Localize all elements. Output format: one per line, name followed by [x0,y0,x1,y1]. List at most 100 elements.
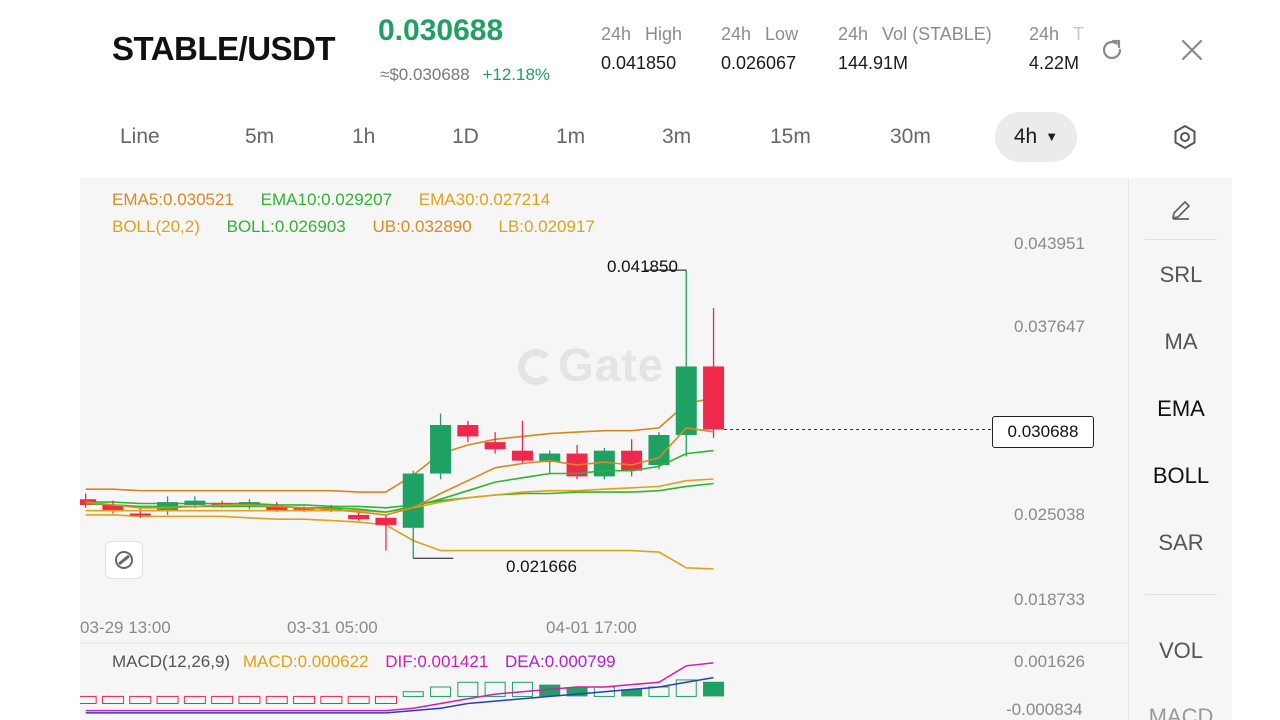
caret-down-icon: ▼ [1045,129,1059,144]
stat-label: T [1073,24,1084,44]
macd-bar [430,686,452,697]
tab-1h[interactable]: 1h [352,125,376,148]
sidebar-item-sar[interactable]: SAR [1158,530,1204,555]
macd-legend: MACD(12,26,9) MACD:0.000622 DIF:0.001421… [112,652,638,672]
stat-24h-low: 24h Low 0.026067 [721,24,798,74]
boll-lower-line [85,514,714,570]
macd-bar [183,695,206,705]
dea-line [85,676,714,714]
macd-bar [703,681,725,697]
legend-ema10: EMA10:0.029207 [260,190,393,209]
candle-body [402,473,424,528]
macd-axis-label: -0.000834 [1006,700,1083,719]
macd-bar [402,691,424,697]
candlestick-chart[interactable] [80,178,1128,720]
macd-bar [238,695,261,705]
legend-boll-mid: BOLL:0.026903 [226,217,346,236]
macd-bar [374,695,397,705]
candle-body [184,500,206,505]
ticker-header: STABLE/USDT 0.030688 ≈$0.030688 +12.18% … [0,0,1280,100]
macd-bar [457,681,479,697]
tab-line[interactable]: Line [120,125,160,148]
pair-name[interactable]: STABLE/USDT [112,30,336,67]
candle-body [293,507,315,510]
price-axis-label: 0.025038 [1014,505,1085,524]
stat-label-prefix: 24h [721,24,752,44]
macd-bar [539,684,561,697]
dif-line [85,662,714,712]
candle-body [648,434,670,465]
watermark-logo: Gate [518,338,664,392]
macd-bar [511,681,533,697]
tab-4h-dropdown[interactable]: 4h ▼ [995,112,1077,162]
legend-macd-title: MACD(12,26,9) [112,652,231,671]
tab-1d[interactable]: 1D [452,125,479,148]
sidebar-divider [1145,594,1217,595]
watermark-text: Gate [558,339,665,391]
macd-bar [566,687,588,697]
time-axis-label: 04-01 17:00 [546,618,637,637]
candle-body [511,450,533,461]
candle-body [539,453,561,463]
macd-bar [265,695,288,705]
settings-icon[interactable] [1168,120,1202,154]
candle-body [266,506,288,511]
price-axis-label: 0.037647 [1014,317,1085,336]
macd-axis-label: 0.001626 [1014,652,1085,671]
candle-body [102,504,124,511]
high-price-annotation: 0.041850 [607,257,678,276]
stat-label: Vol (STABLE) [882,24,992,44]
tab-30m[interactable]: 30m [890,125,931,148]
refresh-icon[interactable] [1096,34,1128,66]
stat-24h-volume: 24h Vol (STABLE) 144.91M [838,24,992,74]
candle-body [675,366,697,435]
draw-tool-icon[interactable] [1165,194,1197,226]
sidebar-item-ma[interactable]: MA [1164,329,1198,354]
stat-label: Low [765,24,799,44]
sidebar-item-macd[interactable]: MACD [1148,704,1214,720]
tab-15m[interactable]: 15m [770,125,811,148]
time-axis-label: 03-29 13:00 [80,618,171,637]
macd-bar [129,695,152,705]
tab-3m[interactable]: 3m [662,125,692,148]
candle-body [621,450,643,471]
stat-label-prefix: 24h [1029,24,1060,44]
sidebar-item-ema[interactable]: EMA [1157,396,1205,421]
change-percent: +12.18% [482,65,551,84]
tab-5m[interactable]: 5m [245,125,275,148]
stat-label: High [645,24,683,44]
chart-mode-toggle[interactable] [105,541,143,579]
stat-24h-turnover: 24h T 4.22M [1026,24,1084,84]
macd-bar [347,695,370,705]
tab-1m[interactable]: 1m [556,125,586,148]
boll-legend: BOLL(20,2) BOLL:0.026903 UB:0.032890 LB:… [112,217,617,237]
tab-4h-label: 4h [1013,125,1038,148]
macd-bar [211,695,234,705]
stat-label-prefix: 24h [601,24,632,44]
fiat-price-row: ≈$0.030688 +12.18% [380,65,550,85]
stat-value: 0.026067 [721,53,797,73]
time-axis-label: 03-31 05:00 [287,618,378,637]
sidebar-item-vol[interactable]: VOL [1158,638,1204,663]
ema-legend: EMA5:0.030521 EMA10:0.029207 EMA30:0.027… [112,190,572,210]
candle-body [430,425,452,474]
boll-upper-line [85,397,714,493]
close-icon[interactable] [1176,34,1208,66]
price-axis-label: 0.043951 [1014,234,1085,253]
stat-24h-high: 24h High 0.041850 [601,24,682,74]
sidebar-item-boll[interactable]: BOLL [1152,463,1210,488]
legend-dea: DEA:0.000799 [505,652,616,671]
stat-label-prefix: 24h [838,24,869,44]
chart-panel[interactable]: Gate EMA5:0.030521 EMA10:0.029207 EMA30:… [80,178,1128,720]
legend-ema30: EMA30:0.027214 [418,190,551,209]
price-axis-label: 0.018733 [1014,590,1085,609]
sidebar-item-srl[interactable]: SRL [1159,262,1203,287]
legend-ub: UB:0.032890 [372,217,472,236]
candle-body [375,517,397,525]
macd-bar [484,681,506,697]
macd-bar [621,689,643,697]
candle-body [129,513,151,516]
legend-dif: DIF:0.001421 [385,652,489,671]
macd-bar [80,695,97,705]
crosshair-icon [115,551,133,569]
